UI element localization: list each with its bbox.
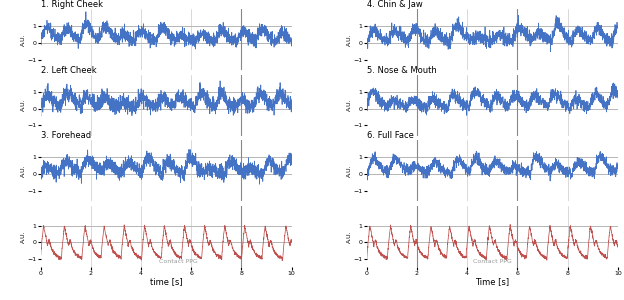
Text: Contact PPG: Contact PPG: [159, 259, 198, 264]
Text: 3. Forehead: 3. Forehead: [41, 131, 90, 140]
Text: 6. Full Face: 6. Full Face: [367, 131, 414, 140]
Y-axis label: A.U.: A.U.: [21, 33, 26, 46]
Text: 4. Chin & Jaw: 4. Chin & Jaw: [367, 0, 422, 9]
Text: 5. Nose & Mouth: 5. Nose & Mouth: [367, 66, 437, 75]
Y-axis label: A.U.: A.U.: [21, 164, 26, 177]
Y-axis label: A.U.: A.U.: [21, 230, 26, 243]
Text: 1. Right Cheek: 1. Right Cheek: [41, 0, 102, 9]
Y-axis label: A.U.: A.U.: [347, 33, 352, 46]
Text: 2. Left Cheek: 2. Left Cheek: [41, 66, 96, 75]
Y-axis label: A.U.: A.U.: [347, 99, 352, 112]
Y-axis label: A.U.: A.U.: [347, 230, 352, 243]
Text: Contact PPG: Contact PPG: [473, 259, 512, 264]
X-axis label: time [s]: time [s]: [150, 278, 182, 286]
Y-axis label: A.U.: A.U.: [21, 99, 26, 112]
Y-axis label: A.U.: A.U.: [347, 164, 352, 177]
X-axis label: Time [s]: Time [s]: [475, 278, 509, 286]
